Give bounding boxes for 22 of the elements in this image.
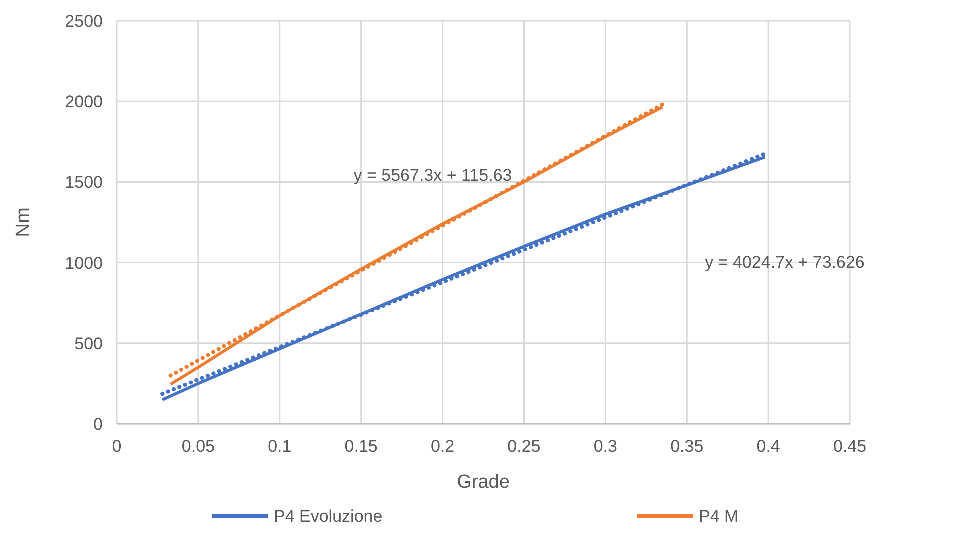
- x-tick-label: 0.05: [182, 437, 215, 456]
- y-tick-label: 1500: [65, 173, 103, 192]
- annotation: y = 5567.3x + 115.63: [354, 166, 512, 185]
- x-tick-label: 0.45: [833, 437, 867, 456]
- annotation: y = 4024.7x + 73.626: [705, 252, 865, 272]
- x-tick-label: 0.1: [268, 437, 292, 456]
- x-tick-label: 0.15: [344, 437, 378, 456]
- y-tick-label: 1000: [65, 254, 103, 273]
- legend-label: P4 Evoluzione: [274, 506, 383, 526]
- x-tick-label: 0.3: [594, 437, 618, 456]
- x-tick-label: 0.35: [670, 437, 704, 456]
- x-tick-label: 0.4: [756, 437, 780, 456]
- x-tick-label: 0.25: [508, 437, 541, 456]
- y-tick-label: 2000: [65, 92, 103, 112]
- x-tick-label: 0: [112, 437, 122, 456]
- x-tick-label: 0.2: [430, 437, 455, 456]
- legend-label: P4 M: [699, 506, 739, 526]
- y-tick-label: 2500: [65, 12, 103, 31]
- y-axis-title: Nm: [13, 208, 34, 238]
- x-axis-title: Grade: [457, 472, 510, 493]
- y-tick-label: 0: [94, 414, 103, 434]
- y-tick-label: 500: [74, 334, 103, 354]
